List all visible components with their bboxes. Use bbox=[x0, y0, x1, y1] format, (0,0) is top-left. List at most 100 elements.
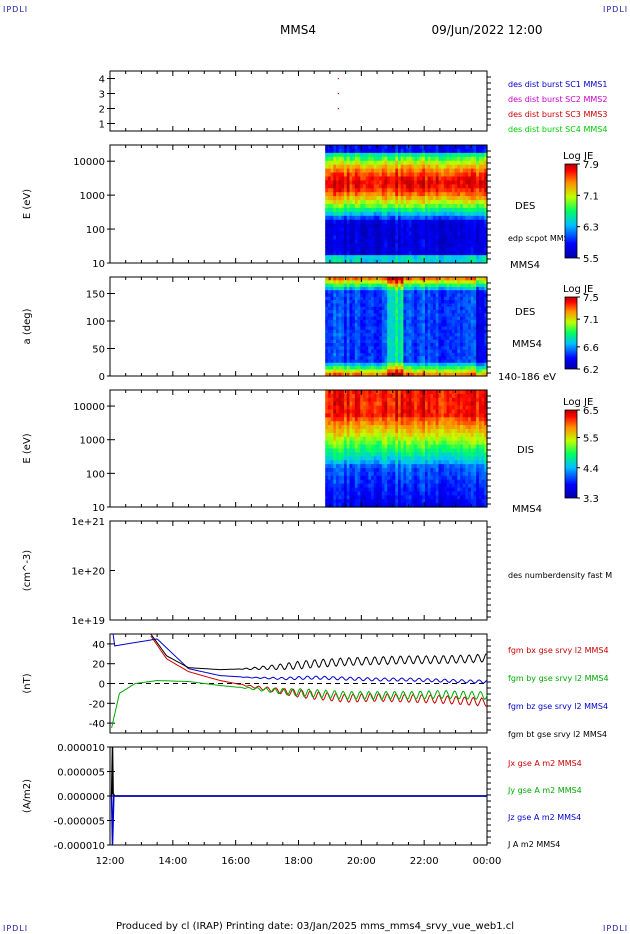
dis_energy-cell bbox=[368, 440, 372, 446]
dis_energy-cell bbox=[398, 487, 402, 492]
des_pitch-cell bbox=[454, 329, 458, 334]
des_pitch-cell bbox=[451, 336, 456, 341]
dis_energy-cell bbox=[354, 409, 359, 414]
des_energy-cell bbox=[341, 231, 345, 237]
des_pitch-cell bbox=[379, 319, 383, 324]
des_pitch-cell bbox=[335, 323, 340, 328]
des_energy-cell bbox=[473, 164, 477, 170]
des_pitch-cell bbox=[454, 356, 458, 361]
des_pitch-cell bbox=[430, 356, 434, 361]
des_energy-cell bbox=[419, 259, 423, 264]
des_pitch-cell bbox=[435, 366, 440, 370]
des_energy-cell bbox=[349, 259, 353, 264]
des_energy-cell bbox=[400, 176, 405, 181]
des_energy-cell bbox=[395, 239, 399, 244]
des_energy-cell bbox=[335, 148, 340, 154]
des_energy-cell bbox=[368, 255, 372, 260]
des_pitch-cell bbox=[476, 290, 480, 295]
dis_energy-cell bbox=[408, 429, 413, 434]
des_energy-cell bbox=[454, 200, 458, 205]
des_pitch-cell bbox=[403, 336, 407, 341]
dis_energy-cell bbox=[371, 413, 375, 418]
des_pitch-cell bbox=[411, 306, 415, 311]
des_pitch-cell bbox=[398, 369, 402, 374]
des_pitch-cell bbox=[406, 333, 410, 337]
des_pitch-cell bbox=[468, 352, 472, 357]
des_energy-cell bbox=[376, 255, 380, 260]
des_pitch-cell bbox=[338, 366, 342, 370]
des_energy-cell bbox=[411, 211, 415, 217]
des_pitch-cell bbox=[446, 366, 450, 370]
des_energy-cell bbox=[451, 219, 456, 225]
des_pitch-cell bbox=[325, 346, 329, 351]
des_pitch-cell bbox=[476, 352, 480, 357]
dis_energy-cell bbox=[381, 429, 386, 434]
des_pitch-cell bbox=[384, 316, 388, 321]
des_energy-cell bbox=[473, 239, 477, 244]
des_energy-cell bbox=[357, 235, 361, 240]
des_pitch-cell bbox=[325, 326, 329, 331]
dis_energy-cell bbox=[400, 432, 405, 438]
des_pitch-cell bbox=[478, 290, 483, 295]
dis_energy-cell bbox=[349, 456, 353, 461]
des_pitch-cell bbox=[344, 286, 348, 291]
dis_energy-cell bbox=[371, 475, 375, 481]
des_energy-cell bbox=[384, 243, 388, 248]
des_pitch-cell bbox=[352, 323, 356, 328]
dis_energy-cell bbox=[376, 503, 380, 508]
des_pitch-cell bbox=[446, 346, 450, 351]
des_pitch-colorbar-label: 7.5 bbox=[583, 293, 599, 304]
dis_energy-cell bbox=[327, 471, 332, 477]
dis_energy-cell bbox=[349, 421, 353, 426]
des_pitch-cell bbox=[335, 296, 340, 301]
des_pitch-cell bbox=[330, 372, 334, 377]
des_energy-cell bbox=[400, 251, 405, 256]
des_energy-cell bbox=[346, 196, 351, 201]
des_pitch-cell bbox=[327, 319, 332, 324]
des_energy-cell bbox=[484, 211, 488, 217]
des_energy-cell bbox=[400, 247, 405, 252]
dis_energy-cell bbox=[346, 464, 351, 469]
des_pitch-cell bbox=[457, 293, 461, 298]
dis_energy-cell bbox=[424, 413, 429, 418]
des_energy-cell bbox=[360, 239, 364, 244]
dis_energy-cell bbox=[341, 436, 345, 442]
des_energy-cell bbox=[400, 200, 405, 205]
des_pitch-cell bbox=[365, 343, 369, 347]
dis_energy-cell bbox=[408, 405, 413, 411]
des_energy-cell bbox=[462, 207, 467, 213]
des_pitch-cell bbox=[419, 372, 423, 377]
dis_energy-cell bbox=[346, 413, 351, 418]
des_pitch-cell bbox=[416, 300, 421, 304]
des_pitch-cell bbox=[354, 323, 359, 328]
des_pitch-cell bbox=[465, 329, 469, 334]
dis_energy-cell bbox=[371, 421, 375, 426]
des_pitch-cell bbox=[357, 356, 361, 361]
des_energy-cell bbox=[465, 235, 469, 240]
des_energy-cell bbox=[341, 156, 345, 162]
des_pitch-cell bbox=[408, 362, 413, 367]
des_energy-cell bbox=[360, 207, 364, 213]
des_energy-cell bbox=[330, 172, 334, 178]
des_energy-cell bbox=[449, 196, 453, 201]
des_energy-cell bbox=[422, 152, 426, 158]
dis_energy-cell bbox=[368, 401, 372, 407]
dis_energy-cell bbox=[379, 468, 383, 473]
des_pitch-cell bbox=[473, 313, 477, 318]
des_energy-cell bbox=[433, 211, 437, 217]
dis_energy-cell bbox=[335, 495, 340, 500]
des_pitch-cell bbox=[406, 313, 410, 318]
des_energy-cell bbox=[430, 148, 434, 154]
des_energy-cell bbox=[392, 152, 396, 158]
des_energy-cell bbox=[376, 188, 380, 193]
des_pitch-cell bbox=[484, 346, 488, 351]
des_pitch-cell bbox=[327, 339, 332, 344]
des_pitch-cell bbox=[341, 310, 345, 314]
dis_energy-cell bbox=[362, 405, 367, 411]
des_pitch-cell bbox=[414, 303, 418, 308]
des_energy-cell bbox=[346, 152, 351, 158]
des_pitch-cell bbox=[354, 326, 359, 331]
des_pitch-cell bbox=[360, 303, 364, 308]
des_energy-cell bbox=[398, 192, 402, 197]
